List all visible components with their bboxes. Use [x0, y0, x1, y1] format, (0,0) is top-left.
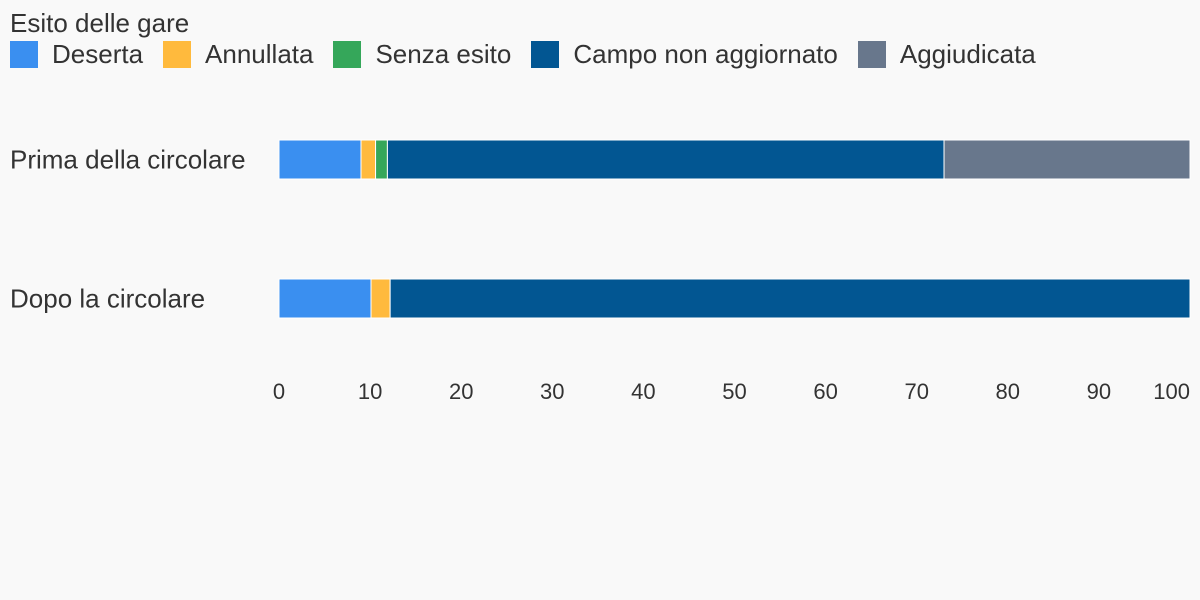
x-tick-label: 100	[1153, 379, 1190, 404]
legend-label: Aggiudicata	[899, 39, 1036, 69]
bar-segment	[278, 139, 362, 180]
x-tick-label: 70	[904, 379, 928, 404]
legend: Deserta Annullata Senza esito Campo non agg…	[10, 38, 1056, 70]
category-label: Dopo la circolare	[10, 284, 205, 314]
bar-segment	[360, 139, 377, 180]
legend-item: Aggiudicata	[857, 38, 1036, 70]
bar-segment	[375, 139, 388, 180]
legend-swatch	[333, 40, 362, 68]
legend-swatch	[10, 40, 38, 68]
legend-swatch	[857, 40, 886, 68]
x-tick-label: 90	[1087, 379, 1111, 404]
x-tick-label: 20	[449, 379, 473, 404]
legend-label: Campo non aggiornato	[573, 39, 838, 69]
category-label: Prima della circolare	[10, 145, 246, 175]
legend-item: Senza esito	[333, 38, 511, 70]
legend-title: Esito delle gare	[10, 8, 190, 38]
bar-segment	[389, 278, 1191, 319]
legend-label: Annullata	[205, 39, 314, 69]
x-tick-label: 40	[631, 379, 655, 404]
legend-swatch	[531, 40, 560, 68]
bar-segment	[943, 139, 1191, 180]
bar-segment	[370, 278, 391, 319]
legend-label: Senza esito	[375, 39, 512, 69]
x-tick-label: 30	[540, 379, 564, 404]
x-tick-label: 80	[996, 379, 1020, 404]
x-tick-label: 60	[813, 379, 837, 404]
legend-item: Campo non aggiornato	[531, 38, 838, 70]
legend-item: Deserta	[10, 38, 143, 70]
legend-label: Deserta	[52, 39, 144, 69]
x-tick-label: 10	[358, 379, 382, 404]
x-tick-label: 0	[273, 379, 285, 404]
bar-segment	[278, 278, 372, 319]
legend-swatch	[163, 40, 192, 68]
x-tick-label: 50	[722, 379, 746, 404]
legend-item: Annullata	[163, 38, 313, 70]
bar-segment	[386, 139, 945, 180]
